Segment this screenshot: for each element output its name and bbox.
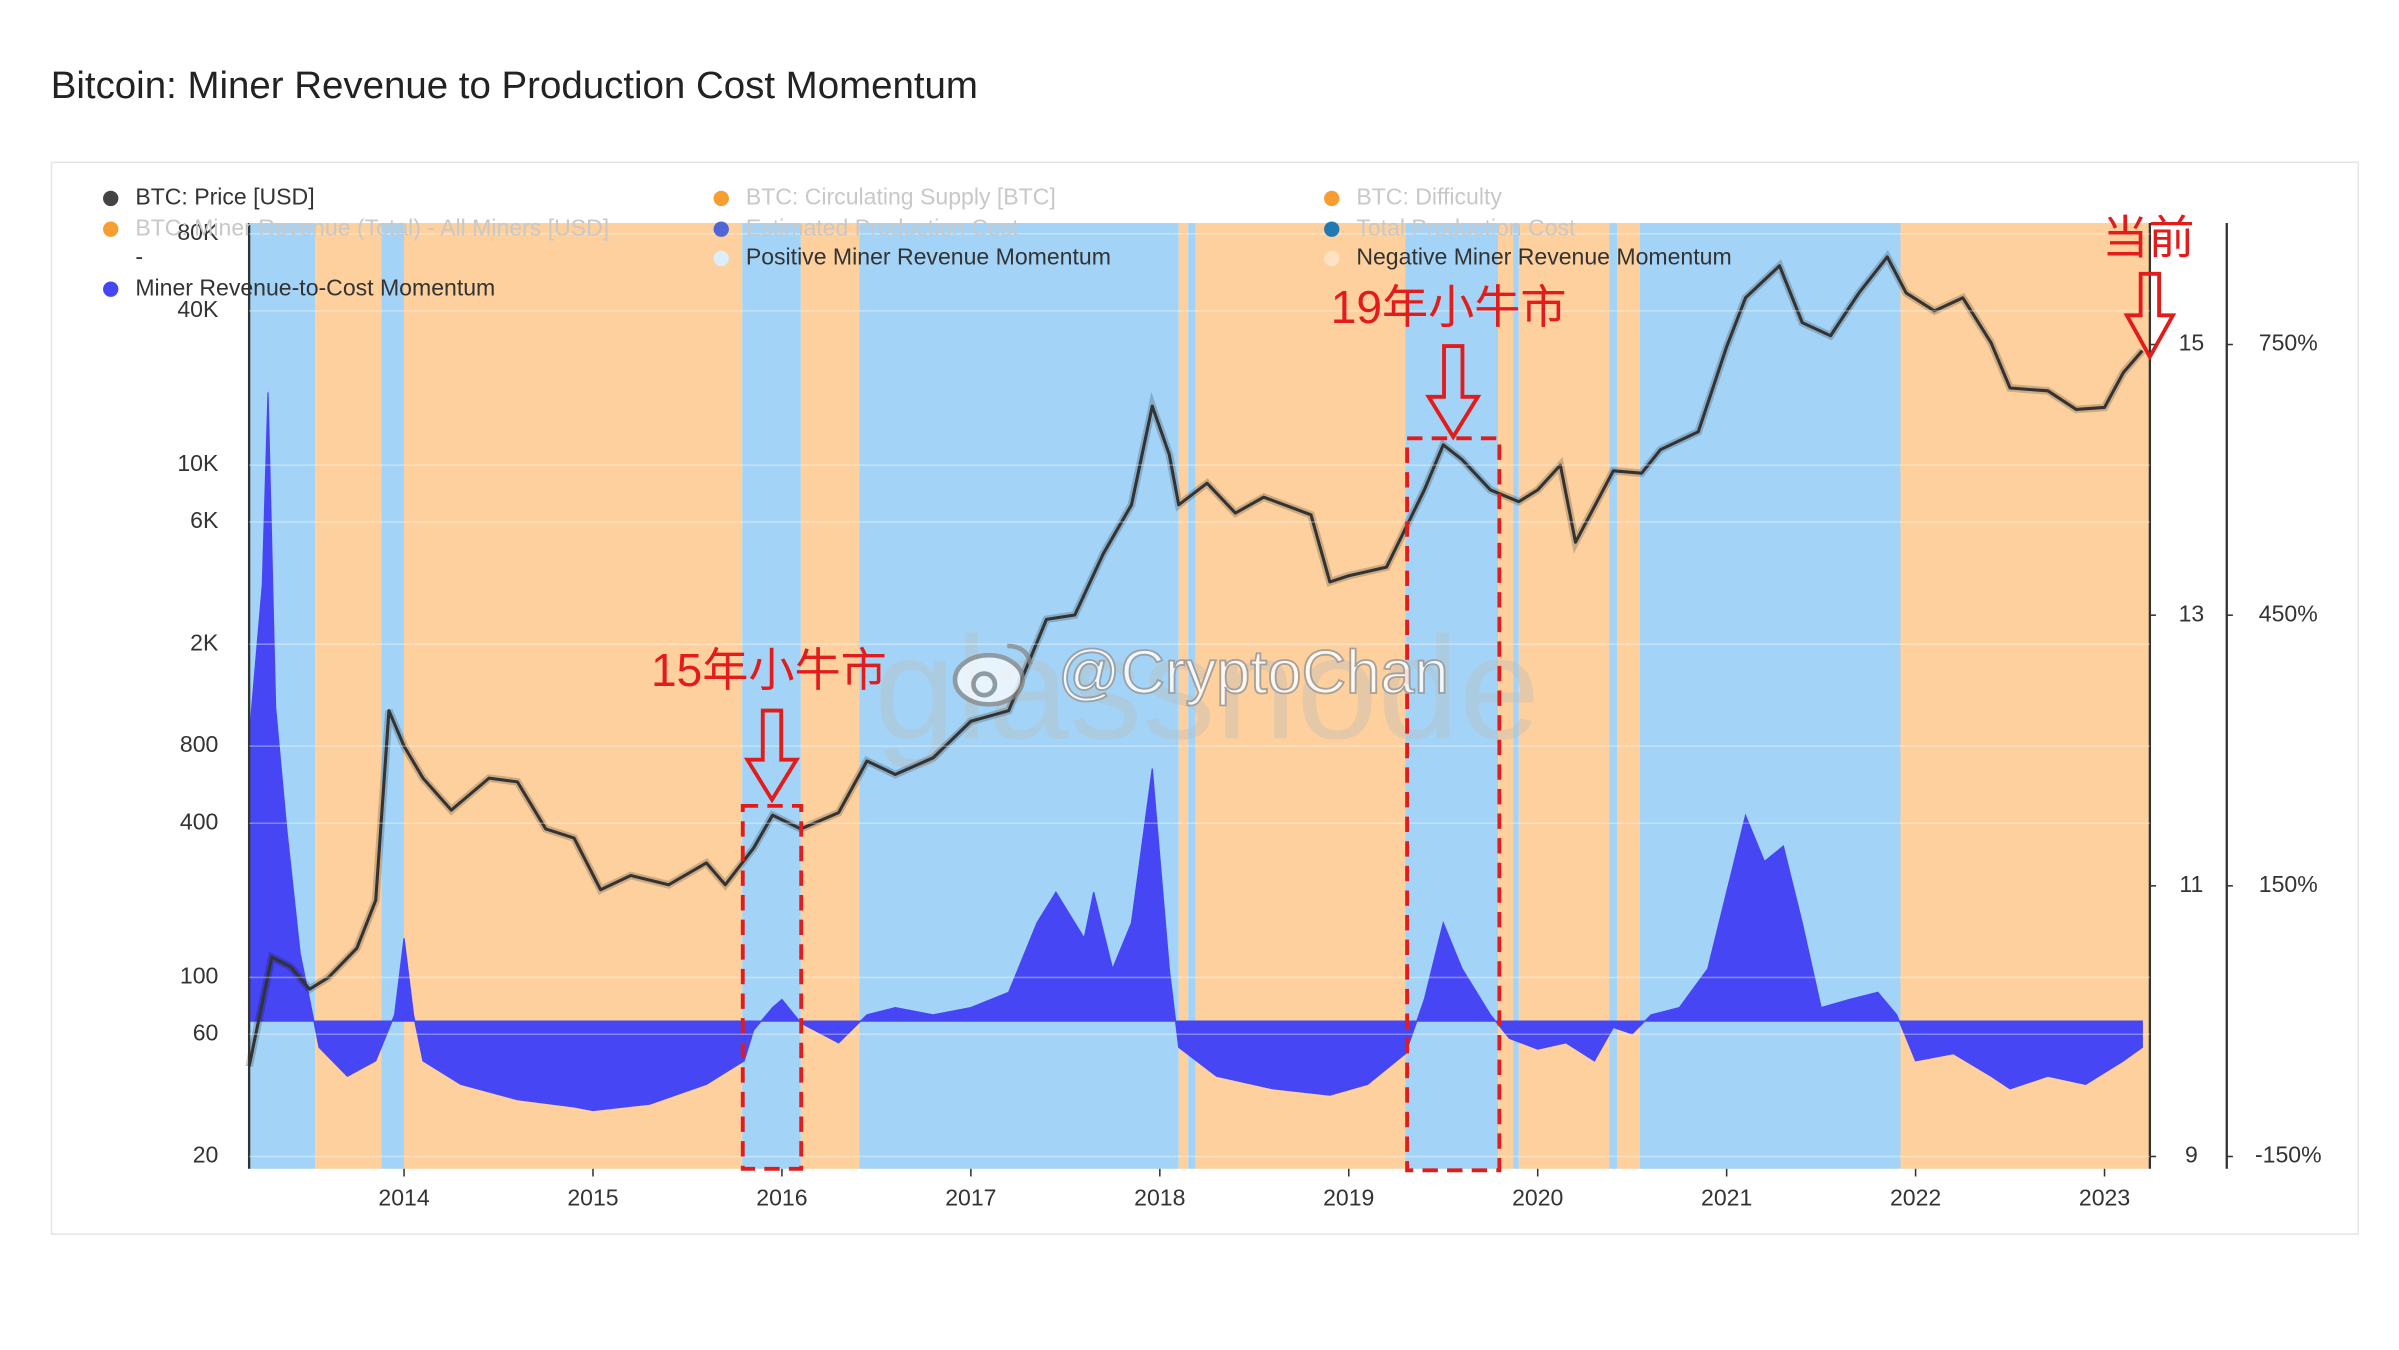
momentum-region [800, 223, 860, 1169]
x-tick-label: 2023 [2079, 1185, 2130, 1211]
momentum-region [404, 223, 743, 1169]
y2-tick-label: 11 [2179, 871, 2203, 897]
legend-marker [1324, 190, 1340, 207]
y2-tick-label: 9 [2185, 1142, 2198, 1168]
momentum-region [1639, 223, 1901, 1169]
legend-label: BTC: Miner Revenue (Total) - All Miners … [135, 214, 609, 240]
y2-tick-label: 15 [2179, 330, 2205, 356]
momentum-region [1617, 223, 1640, 1169]
legend-marker [713, 190, 729, 207]
legend-marker [103, 190, 119, 207]
x-tick-label: 2016 [756, 1185, 807, 1211]
plot-area: glassnode20601004008002K6K10K40K80K91113… [103, 184, 2322, 1211]
momentum-region [381, 223, 405, 1169]
overlay: @CryptoChan 15年小牛市 19年小牛市 当前 [651, 212, 2194, 1173]
annotation: 当前 [2102, 212, 2194, 264]
y3-tick-label: 750% [2259, 330, 2318, 356]
y-tick-label: 80K [177, 219, 219, 245]
legend-label: Positive Miner Revenue Momentum [746, 243, 1111, 269]
x-tick-label: 2022 [1890, 1185, 1941, 1211]
momentum-region [1513, 223, 1519, 1169]
legend-label: Miner Revenue-to-Cost Momentum [135, 274, 495, 300]
legend-marker [1324, 221, 1340, 237]
y3-tick-label: 150% [2259, 871, 2318, 897]
momentum-area [248, 392, 2143, 1112]
legend-label: BTC: Difficulty [1356, 184, 1502, 210]
legend-label: - [135, 243, 143, 269]
highlight-box [740, 803, 804, 1171]
x-tick-label: 2021 [1701, 1185, 1752, 1211]
annotation: 19年小牛市 [1331, 281, 1567, 333]
y-tick-label: 400 [180, 808, 218, 834]
highlight-box [1405, 436, 1502, 1173]
y-tick-label: 100 [180, 963, 218, 989]
legend-label: Total Production Cost [1356, 214, 1576, 240]
y3-tick-label: -150% [2255, 1142, 2322, 1168]
momentum-region [1498, 223, 1514, 1169]
momentum-region [1178, 223, 1189, 1169]
momentum-region [315, 223, 382, 1169]
momentum-region [1188, 223, 1196, 1169]
x-tick-label: 2014 [378, 1185, 429, 1211]
momentum-region [1609, 223, 1618, 1169]
legend-marker [713, 250, 729, 267]
x-tick-label: 2015 [567, 1185, 618, 1211]
legend-label: Negative Miner Revenue Momentum [1356, 243, 1731, 269]
legend-label: BTC: Circulating Supply [BTC] [746, 184, 1056, 210]
chart-frame [50, 161, 2360, 1235]
price-line [247, 255, 2144, 1067]
x-tick-label: 2020 [1512, 1185, 1563, 1211]
momentum-region [1900, 223, 2150, 1169]
x-tick-label: 2018 [1134, 1185, 1185, 1211]
annotation: 15年小牛市 [651, 644, 887, 696]
y2-tick-label: 13 [2179, 600, 2205, 626]
y-tick-label: 60 [193, 1019, 219, 1045]
legend-marker [713, 221, 729, 237]
legend-label: BTC: Price [USD] [135, 184, 314, 210]
y-tick-label: 40K [177, 296, 219, 322]
y-tick-label: 10K [177, 450, 219, 476]
momentum-region [1518, 223, 1610, 1169]
y-tick-label: 6K [190, 507, 219, 533]
x-tick-label: 2017 [945, 1185, 996, 1211]
y-tick-label: 2K [190, 629, 219, 655]
y-tick-label: 20 [193, 1142, 219, 1168]
y-tick-label: 800 [180, 731, 218, 757]
y3-tick-label: 450% [2259, 600, 2318, 626]
legend-label: Estimated Production Cost [746, 214, 1019, 240]
chart-title: Bitcoin: Miner Revenue to Production Cos… [51, 64, 978, 107]
watermark: @CryptoChan [1058, 638, 1449, 707]
legend-marker [1324, 250, 1340, 267]
arrow [743, 708, 801, 804]
momentum-region [1195, 223, 1406, 1169]
legend-marker [103, 281, 119, 297]
legend-marker [103, 221, 119, 237]
weibo-icon [952, 643, 1033, 707]
arrow [1425, 344, 1482, 441]
arrow [2123, 271, 2177, 361]
x-tick-label: 2019 [1323, 1185, 1374, 1211]
